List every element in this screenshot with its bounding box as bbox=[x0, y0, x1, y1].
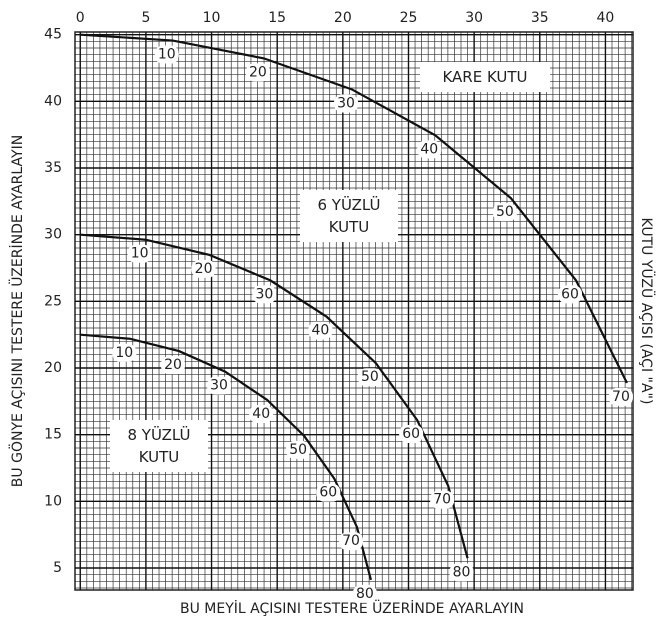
point-label-bg bbox=[191, 259, 216, 278]
point-label: 40 bbox=[252, 406, 270, 422]
point-label: 70 bbox=[433, 492, 451, 508]
y-tick-label: 15 bbox=[44, 427, 62, 443]
grid bbox=[75, 32, 633, 590]
series-line bbox=[80, 333, 373, 581]
point-label-bg bbox=[399, 425, 424, 443]
y-tick-label: 10 bbox=[44, 493, 62, 509]
point-label: 60 bbox=[561, 286, 579, 302]
x-tick-label: 20 bbox=[334, 10, 352, 26]
point-label: 30 bbox=[255, 286, 273, 302]
point-label: 40 bbox=[312, 323, 330, 339]
y-tick-label: 35 bbox=[44, 160, 62, 176]
point-label: 30 bbox=[210, 378, 228, 394]
point-label-bg bbox=[249, 405, 274, 423]
point-label-bg bbox=[608, 387, 633, 406]
point-label: 50 bbox=[361, 369, 379, 385]
point-label: 20 bbox=[195, 261, 213, 277]
point-label: 60 bbox=[402, 426, 420, 442]
point-label: 80 bbox=[356, 586, 374, 602]
point-label-bg bbox=[154, 45, 179, 64]
point-label-bg bbox=[430, 490, 455, 509]
y-tick-label: 20 bbox=[44, 360, 62, 376]
x-tick-label: 40 bbox=[597, 10, 615, 26]
point-label: 70 bbox=[612, 389, 630, 405]
point-label: 10 bbox=[115, 345, 133, 361]
point-label-bg bbox=[245, 63, 270, 82]
point-label-bg bbox=[286, 440, 311, 459]
point-label: 30 bbox=[337, 95, 355, 111]
y-tick-label: 40 bbox=[44, 93, 62, 109]
x-axis-label: BU MEYİL AÇISINI TESTERE ÜZERİNDE AYARLA… bbox=[180, 599, 524, 617]
point-label: 20 bbox=[249, 64, 267, 80]
point-label-bg bbox=[357, 368, 382, 387]
point-label-bg bbox=[417, 140, 442, 159]
point-label: 20 bbox=[164, 357, 182, 373]
y-tick-label: 25 bbox=[44, 293, 62, 309]
point-label-bg bbox=[308, 321, 333, 340]
series-label: 6 YÜZLÜ KUTU bbox=[300, 190, 398, 242]
point-label: 40 bbox=[420, 141, 438, 157]
y-axis-label: BU GÖNYE AÇISINI TESTERE ÜZERİNDE AYARLA… bbox=[8, 135, 26, 487]
y-tick-label: 45 bbox=[44, 27, 62, 43]
series-line bbox=[80, 233, 469, 559]
point-label-bg bbox=[112, 343, 137, 362]
x-tick-label: 25 bbox=[400, 10, 418, 26]
series-line bbox=[80, 33, 628, 384]
y-tick-label: 30 bbox=[44, 227, 62, 243]
point-label: 70 bbox=[342, 533, 360, 549]
point-label: 10 bbox=[158, 47, 176, 63]
point-label: 50 bbox=[496, 204, 514, 220]
point-label-bg bbox=[558, 285, 583, 304]
point-label-bg bbox=[449, 563, 474, 582]
point-label-bg bbox=[334, 94, 359, 113]
x-tick-label: 10 bbox=[203, 10, 221, 26]
point-label-bg bbox=[316, 483, 341, 502]
point-label-bg bbox=[492, 203, 517, 222]
x-tick-label: 30 bbox=[465, 10, 483, 26]
point-label-bg bbox=[127, 244, 152, 263]
point-label-bg bbox=[352, 584, 377, 603]
point-label-bg bbox=[252, 285, 277, 304]
point-label: 60 bbox=[319, 485, 337, 501]
point-label-bg bbox=[339, 532, 364, 551]
x-tick-label: 15 bbox=[268, 10, 286, 26]
point-label: 10 bbox=[131, 246, 149, 262]
point-label: 50 bbox=[289, 442, 307, 458]
series-label: KARE KUTU bbox=[420, 62, 550, 92]
point-label-bg bbox=[160, 356, 185, 375]
point-label: 80 bbox=[453, 564, 471, 580]
x-tick-label: 0 bbox=[76, 10, 85, 26]
x-tick-label: 35 bbox=[531, 10, 549, 26]
x-tick-label: 5 bbox=[141, 10, 150, 26]
y-tick-label: 5 bbox=[53, 560, 62, 576]
point-label-bg bbox=[207, 376, 232, 395]
series-label: 8 YÜZLÜ KUTU bbox=[110, 420, 208, 472]
y2-axis-label: KUTU YÜZÜ AÇISI (AÇI "A") bbox=[638, 218, 656, 405]
